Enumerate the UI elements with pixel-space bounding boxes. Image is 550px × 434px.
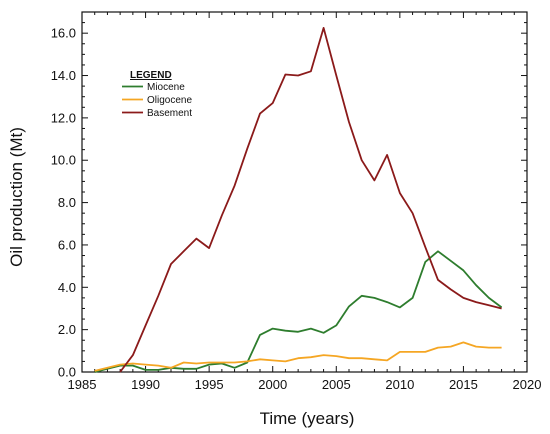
y-tick-label: 16.0 — [51, 26, 76, 41]
series-line-oligocene — [94, 341, 502, 372]
x-tick-label: 2005 — [322, 377, 351, 392]
series-lines — [94, 26, 503, 373]
legend: LEGEND Miocene Oligocene Basement — [122, 70, 192, 119]
y-tick-label: 12.0 — [51, 110, 76, 125]
y-tick-label: 6.0 — [58, 237, 76, 252]
legend-label-oligocene: Oligocene — [147, 95, 192, 106]
legend-title: LEGEND — [130, 70, 172, 81]
legend-items: Miocene Oligocene Basement — [122, 82, 192, 119]
y-tick-label: 8.0 — [58, 195, 76, 210]
tick-labels: 1985 1990 1995 2000 2005 2010 2015 2020 0.0 2.0 4.… — [51, 26, 542, 392]
x-tick-label: 2000 — [258, 377, 287, 392]
y-tick-label: 10.0 — [51, 153, 76, 168]
series-line-miocene — [94, 250, 503, 373]
x-tick-label: 1985 — [68, 377, 97, 392]
x-tick-label: 1990 — [131, 377, 160, 392]
x-tick-label: 2010 — [385, 377, 414, 392]
legend-label-miocene: Miocene — [147, 82, 185, 93]
x-tick-label: 2015 — [449, 377, 478, 392]
y-tick-label: 4.0 — [58, 280, 76, 295]
y-tick-label: 14.0 — [51, 68, 76, 83]
x-axis-title: Time (years) — [260, 409, 355, 428]
x-tick-label: 1995 — [195, 377, 224, 392]
x-tick-label: 2020 — [513, 377, 542, 392]
legend-label-basement: Basement — [147, 108, 192, 119]
y-tick-label: 2.0 — [58, 322, 76, 337]
series-line-basement — [119, 26, 502, 373]
y-tick-label: 0.0 — [58, 365, 76, 380]
y-axis-title: Oil production (Mt) — [7, 127, 26, 267]
axis-ticks — [81, 11, 528, 373]
